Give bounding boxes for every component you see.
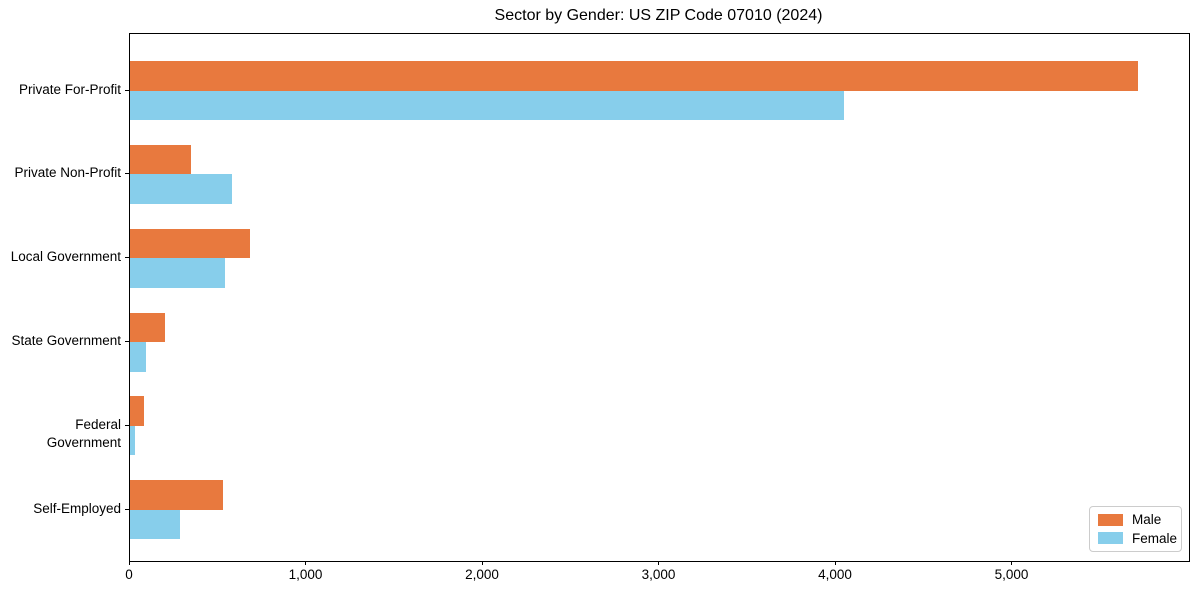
x-tick-label-3000: 3,000 xyxy=(641,567,676,582)
bar-female-state-government xyxy=(130,342,146,372)
legend-row-female: Female xyxy=(1098,530,1178,546)
bar-female-private-non-profit xyxy=(130,174,232,204)
x-tick-label-2000: 2,000 xyxy=(465,567,499,582)
y-tick-mark-state-government xyxy=(125,341,129,343)
x-tick-mark-1000 xyxy=(305,561,306,565)
bar-male-federal-government xyxy=(130,396,145,426)
y-tick-mark-private-non-profit xyxy=(125,173,129,175)
female-series-swatch xyxy=(1098,532,1123,545)
bar-female-federal-government xyxy=(130,425,135,456)
x-tick-mark-3000 xyxy=(658,561,659,565)
x-tick-label-5000: 5,000 xyxy=(994,567,1029,582)
legend-row-male: Male xyxy=(1098,512,1175,527)
bar-male-private-non-profit xyxy=(130,144,191,175)
y-tick-label-local-government: Local Government xyxy=(10,249,121,265)
y-tick-mark-private-for-profit xyxy=(125,89,129,91)
x-tick-mark-5000 xyxy=(1011,561,1012,565)
x-tick-mark-4000 xyxy=(834,561,836,565)
y-tick-label-private-for-profit: Private For-Profit xyxy=(18,81,121,97)
bar-female-private-for-profit xyxy=(130,90,844,120)
bar-female-local-government xyxy=(130,258,225,288)
legend: Male Female xyxy=(1089,506,1182,552)
bar-male-private-for-profit xyxy=(130,61,1138,91)
bar-male-state-government xyxy=(130,312,165,343)
y-tick-mark-self-employed xyxy=(125,508,129,510)
bar-female-self-employed xyxy=(130,509,180,540)
bar-male-local-government xyxy=(130,228,251,259)
y-tick-mark-local-government xyxy=(125,257,129,259)
x-tick-mark-0 xyxy=(128,561,130,565)
chart-title: Sector by Gender: US ZIP Code 07010 (202… xyxy=(494,7,823,24)
male-series-swatch xyxy=(1098,513,1123,526)
y-tick-label-private-non-profit: Private Non-Profit xyxy=(14,165,121,181)
legend-label-female: Female xyxy=(1132,530,1178,546)
x-tick-label-4000: 4,000 xyxy=(818,567,852,582)
x-tick-label-0: 0 xyxy=(125,567,133,582)
plot-area xyxy=(129,33,1190,562)
y-tick-label-federal-government: Federal Government xyxy=(46,416,121,450)
y-tick-label-self-employed: Self-Employed xyxy=(33,500,121,516)
bar-male-self-employed xyxy=(130,480,223,510)
x-tick-mark-2000 xyxy=(481,561,483,565)
legend-label-male: Male xyxy=(1132,512,1162,528)
y-tick-mark-federal-government xyxy=(125,424,129,426)
x-tick-label-1000: 1,000 xyxy=(288,567,323,582)
y-tick-label-state-government: State Government xyxy=(11,333,121,349)
